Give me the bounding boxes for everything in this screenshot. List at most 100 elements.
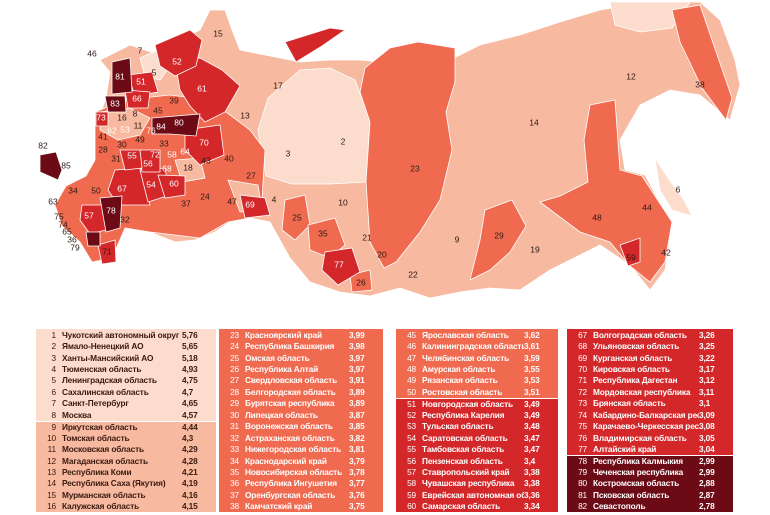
region-name: Мордовская республика (593, 386, 691, 397)
region-label: 5 (152, 67, 157, 77)
region-name: Санкт-Петербург (62, 398, 129, 409)
region-score: 3,09 (699, 409, 715, 420)
table-row: 13 Республика Коми 4,21 (36, 466, 216, 478)
ranking-column: 1 Чукотский автономный округ 5,76 2 Ямало-Не… (36, 329, 216, 512)
region-label: 31 (111, 153, 121, 163)
region-label: 16 (117, 112, 127, 122)
region-rank: 73 (578, 398, 587, 409)
region-label: 32 (120, 214, 130, 224)
region-score: 3,85 (349, 421, 365, 432)
table-row: 57 Ставропольский край 3,38 (396, 466, 558, 478)
region-name: Костромская область (593, 478, 680, 489)
region-label: 65 (62, 226, 72, 236)
region-label: 39 (169, 95, 179, 105)
region-name: Чукотский автономный округ (62, 329, 180, 340)
table-row: 14 Республика Саха (Якутия) 4,19 (36, 477, 216, 490)
region-label: 48 (592, 212, 602, 222)
region-rank: 50 (407, 386, 416, 397)
table-row: 31 Воронежская область 3,85 (219, 420, 383, 432)
table-row: 76 Владимирская область 3,05 (567, 431, 733, 444)
region-label: 67 (117, 183, 127, 193)
region-name: Краснодарский край (245, 455, 327, 466)
region-score: 3,12 (699, 375, 715, 386)
region-label: 24 (200, 191, 210, 201)
table-row: 81 Псковская область 2,87 (567, 489, 733, 501)
region-label: 25 (292, 212, 302, 222)
region-name: Ульяновская область (593, 341, 680, 352)
region-label: 85 (61, 160, 71, 170)
region-name: Ростовская область (422, 386, 503, 397)
region-score: 3,89 (349, 386, 365, 397)
table-row: 1 Чукотский автономный округ 5,76 (36, 329, 216, 341)
region-rank: 14 (47, 478, 56, 489)
region-label: 15 (213, 28, 223, 38)
region-label: 71 (102, 246, 112, 256)
region-shape (281, 194, 311, 241)
region-label: 42 (661, 247, 671, 257)
region-score: 3,51 (524, 386, 540, 397)
region-label: 38 (695, 79, 705, 89)
ranking-column: 67 Волгоградская область 3,26 68 Ульяновская… (567, 329, 733, 512)
region-name: Липецкая область (245, 409, 318, 420)
region-score: 3,61 (524, 341, 540, 352)
region-label: 34 (68, 185, 78, 195)
region-label: 56 (143, 158, 153, 168)
region-name: Карачаево-Черкесская респ. (593, 421, 699, 432)
region-name: Республика Калмыкия (593, 456, 683, 467)
region-score: 3,62 (524, 329, 540, 340)
region-label: 30 (117, 139, 127, 149)
region-rank: 46 (407, 341, 416, 352)
region-score: 3,49 (524, 398, 540, 409)
region-name: Оренбургская область (245, 489, 336, 500)
region-name: Чеченская республика (593, 466, 684, 477)
region-score: 4,19 (182, 478, 198, 489)
region-rank: 45 (407, 329, 416, 340)
region-label: 19 (530, 244, 540, 254)
region-score: 5,18 (182, 352, 198, 363)
table-row: 35 Новосибирская область 3,78 (219, 466, 383, 478)
region-name: Курганская область (593, 352, 673, 363)
region-shape (157, 174, 186, 199)
region-score: 3,77 (349, 478, 365, 489)
region-shape (151, 113, 201, 137)
region-score: 3,91 (349, 375, 365, 386)
region-label: 9 (455, 234, 460, 244)
region-name: Брянская область (593, 398, 666, 409)
region-label: 43 (201, 155, 211, 165)
table-row: 10 Томская область 4,3 (36, 431, 216, 444)
table-row: 78 Республика Калмыкия 2,99 (567, 454, 733, 467)
region-label: 29 (494, 230, 504, 240)
region-label: 72 (150, 149, 160, 159)
region-label: 23 (410, 163, 420, 173)
region-score: 3,08 (699, 421, 715, 432)
region-name: Еврейская автономная обл. (422, 489, 524, 500)
region-score: 3,11 (699, 386, 715, 397)
table-row: 56 Пензенская область 3,4 (396, 454, 558, 467)
region-shape (654, 157, 693, 217)
region-label: 66 (132, 93, 142, 103)
ranking-column: 45 Ярославская область 3,62 46 Калининградск… (396, 329, 558, 512)
region-score: 2,99 (699, 466, 715, 477)
region-score: 3,78 (349, 466, 365, 477)
table-row: 49 Рязанская область 3,53 (396, 374, 558, 387)
region-name: Калужская область (62, 501, 140, 512)
region-name: Свердловская область (245, 375, 338, 386)
table-row: 72 Мордовская республика 3,11 (567, 386, 733, 398)
table-row: 47 Челябинская область 3,59 (396, 351, 558, 364)
region-shape (174, 57, 241, 123)
region-label: 77 (334, 259, 344, 269)
region-score: 4,28 (182, 455, 198, 466)
region-rank: 7 (51, 398, 57, 409)
region-rank: 2 (51, 341, 57, 352)
table-row: 29 Бурятская республика 3,89 (219, 397, 383, 410)
region-rank: 70 (578, 364, 587, 375)
region-rank: 28 (230, 386, 239, 397)
region-label: 59 (626, 252, 636, 262)
region-shape (85, 231, 101, 247)
region-label: 40 (224, 153, 234, 163)
region-name: Тюменская область (62, 364, 142, 375)
region-name: Республика Дагестан (593, 375, 678, 386)
region-label: 52 (172, 56, 182, 66)
table-row: 2 Ямало-Ненецкий АО 5,65 (36, 340, 216, 352)
region-rank: 77 (578, 444, 587, 455)
